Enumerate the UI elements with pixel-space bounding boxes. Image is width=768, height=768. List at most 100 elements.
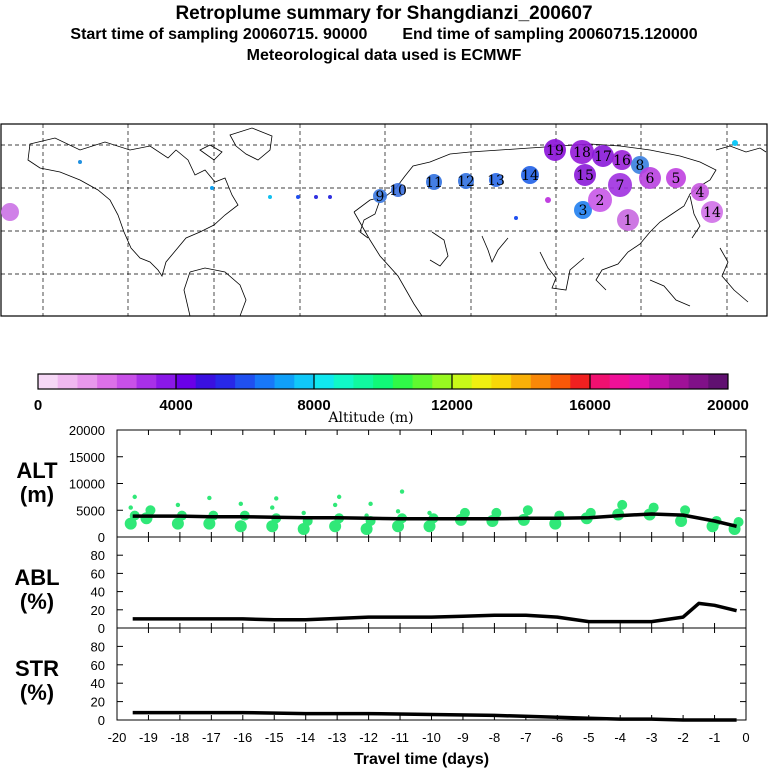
trajectory-dot xyxy=(78,160,82,164)
colorbar-cell xyxy=(77,374,98,389)
x-tick-label: -17 xyxy=(202,730,221,745)
colorbar-cell xyxy=(314,374,335,389)
cluster-altitude-dot xyxy=(266,520,279,533)
cluster-label: 8 xyxy=(636,158,645,174)
colorbar-cell xyxy=(491,374,512,389)
y-tick-label: 0 xyxy=(98,713,105,728)
cluster-label: 14 xyxy=(703,205,721,221)
cluster-altitude-dot xyxy=(680,505,691,516)
trajectory-dot xyxy=(314,195,318,199)
coastlines xyxy=(27,127,767,317)
cluster-altitude-dot xyxy=(423,520,436,533)
trajectory-dot xyxy=(545,197,551,203)
series-line xyxy=(132,601,738,624)
trajectory-dot xyxy=(1,203,19,221)
panel-label: STR xyxy=(15,656,59,681)
trajectory-dot xyxy=(732,140,738,146)
cluster-label: 18 xyxy=(573,145,591,161)
x-tick-label: -13 xyxy=(328,730,347,745)
x-tick-label: -15 xyxy=(265,730,284,745)
trajectory-cluster xyxy=(574,164,596,186)
trajectory-cluster xyxy=(489,173,503,187)
y-tick-label: 20 xyxy=(91,695,105,710)
cluster-label: 6 xyxy=(646,171,655,187)
cluster-altitude-dot xyxy=(124,517,137,530)
cluster-altitude-dot xyxy=(585,507,596,518)
trajectory-cluster xyxy=(521,166,539,184)
series-line xyxy=(132,710,737,722)
colorbar-cell xyxy=(97,374,118,389)
cluster-label: 5 xyxy=(672,171,681,187)
colorbar-cell xyxy=(432,374,453,389)
x-tick-label: -12 xyxy=(359,730,378,745)
y-tick-label: 20 xyxy=(91,603,105,618)
chart-title: Retroplume summary for Shangdianzi_20060… xyxy=(175,3,593,24)
trajectory-cluster xyxy=(608,173,632,197)
colorbar-cell xyxy=(471,374,492,389)
cluster-altitude-dot xyxy=(648,502,659,513)
cluster-label: 1 xyxy=(624,213,633,229)
colorbar-cell xyxy=(176,374,197,389)
x-tick-label: -20 xyxy=(108,730,127,745)
x-tick-label: -18 xyxy=(171,730,190,745)
colorbar-cell xyxy=(353,374,374,389)
cluster-altitude-dot xyxy=(617,499,628,510)
colorbar-cell xyxy=(590,374,611,389)
colorbar-cell xyxy=(195,374,216,389)
cluster-label: 17 xyxy=(594,149,612,165)
cluster-label: 12 xyxy=(457,174,475,190)
trajectory-dot xyxy=(210,186,214,190)
trajectory-cluster xyxy=(592,145,614,167)
colorbar-cell xyxy=(550,374,571,389)
trajectory-cluster xyxy=(588,188,612,212)
sampling-times: Start time of sampling 20060715. 90000 E… xyxy=(0,26,768,44)
cluster-label: 9 xyxy=(376,189,385,205)
trajectory-map: 19 18 17 16 15 14 13 12 11 109 87 6 54 32 1 14 xyxy=(0,123,768,317)
cluster-altitude-dot xyxy=(301,510,306,516)
y-tick-label: 40 xyxy=(91,585,105,600)
x-tick-label: -2 xyxy=(677,730,689,745)
panel-unit: (%) xyxy=(20,680,54,705)
x-tick-label: -7 xyxy=(520,730,532,745)
colorbar-label: Altitude (m) xyxy=(327,410,413,426)
cluster-altitude-dot xyxy=(238,501,243,507)
colorbar-cell xyxy=(156,374,177,389)
colorbar-cell xyxy=(215,374,236,389)
y-tick-label: 80 xyxy=(91,548,105,563)
trajectory-cluster xyxy=(666,168,686,188)
colorbar-cell xyxy=(274,374,295,389)
trajectory-cluster xyxy=(691,183,709,201)
cluster-altitude-dot xyxy=(128,505,133,510)
trajectory-cluster xyxy=(639,167,661,189)
cluster-altitude-dot xyxy=(203,517,216,530)
colorbar-cell xyxy=(649,374,670,389)
colorbar-tick-label: 8000 xyxy=(297,397,330,414)
colorbar-cell xyxy=(136,374,157,389)
x-tick-label: -8 xyxy=(489,730,501,745)
cluster-altitude-dot xyxy=(336,494,342,500)
cluster-altitude-dot xyxy=(675,514,688,527)
cluster-altitude-dot xyxy=(145,505,156,516)
y-tick-label: 40 xyxy=(91,676,105,691)
x-tick-label: -3 xyxy=(646,730,658,745)
panel-frame xyxy=(116,627,747,721)
end-time-label: End time of sampling 20060715.120000 xyxy=(402,26,698,43)
y-tick-label: 80 xyxy=(91,639,105,654)
cluster-label: 16 xyxy=(613,153,631,169)
x-tick-label: -9 xyxy=(457,730,469,745)
cluster-altitude-dot xyxy=(392,520,405,533)
panel-abl: ABL(%) 80 60 40 20 0 xyxy=(14,536,747,636)
trajectory-cluster xyxy=(373,189,387,203)
x-tick-label: -11 xyxy=(391,730,409,745)
colorbar-cell xyxy=(254,374,275,389)
panel-unit: (m) xyxy=(20,482,54,507)
trajectory-cluster xyxy=(617,209,639,231)
colorbar-cell xyxy=(333,374,354,389)
colorbar-cell xyxy=(38,374,59,389)
cluster-label: 14 xyxy=(521,168,539,184)
trajectory-cluster xyxy=(426,174,442,190)
cluster-label: 2 xyxy=(596,193,605,209)
y-tick-label: 20000 xyxy=(69,423,105,438)
series-line xyxy=(132,512,738,529)
